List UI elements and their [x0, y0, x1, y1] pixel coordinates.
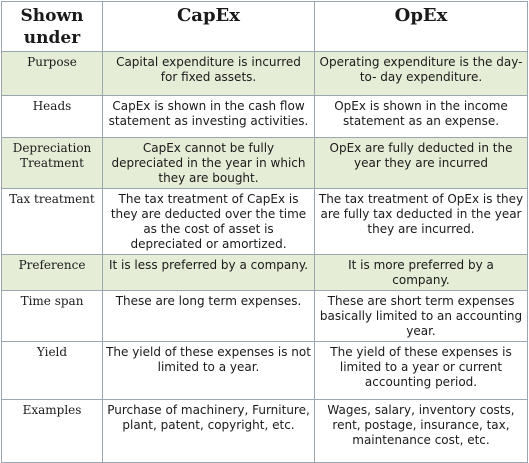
table-row-tax-treatment: Tax treatment The tax treatment of CapEx… — [1, 188, 528, 255]
capex-cell: These are long term expenses. — [102, 290, 315, 342]
capex-cell: Capital expenditure is incurred for fixe… — [102, 51, 315, 96]
table-row-preference: Preference It is less preferred by a com… — [1, 254, 528, 291]
opex-cell: OpEx are fully deducted in the year they… — [314, 137, 528, 189]
table-row-examples: Examples Purchase of machinery, Furnitur… — [1, 399, 528, 463]
capex-cell: The tax treatment of CapEx is they are d… — [102, 188, 315, 255]
row-label: Examples — [1, 399, 103, 463]
row-label: Preference — [1, 254, 103, 291]
table-row-depreciation-treatment: Depreciation Treatment CapEx cannot be f… — [1, 137, 528, 189]
opex-cell: The yield of these expenses is limited t… — [314, 341, 528, 400]
opex-cell: Wages, salary, inventory costs, rent, po… — [314, 399, 528, 463]
row-label: Tax treatment — [1, 188, 103, 255]
row-label: Yield — [1, 341, 103, 400]
opex-cell: Operating expenditure is the day- to- da… — [314, 51, 528, 96]
table-row-heads: Heads CapEx is shown in the cash flow st… — [1, 95, 528, 138]
header-capex: CapEx — [102, 1, 315, 52]
header-shown-under: Shown under — [1, 1, 103, 52]
table-header-row: Shown under CapEx OpEx — [1, 1, 528, 52]
opex-cell: It is more preferred by a company. — [314, 254, 528, 291]
row-label: Time span — [1, 290, 103, 342]
capex-cell: CapEx is shown in the cash flow statemen… — [102, 95, 315, 138]
table-row-purpose: Purpose Capital expenditure is incurred … — [1, 51, 528, 96]
opex-cell: The tax treatment of OpEx is they are fu… — [314, 188, 528, 255]
row-label: Depreciation Treatment — [1, 137, 103, 189]
table-row-yield: Yield The yield of these expenses is not… — [1, 341, 528, 400]
row-label: Heads — [1, 95, 103, 138]
capex-cell: It is less preferred by a company. — [102, 254, 315, 291]
capex-cell: Purchase of machinery, Furniture, plant,… — [102, 399, 315, 463]
row-label: Purpose — [1, 51, 103, 96]
header-opex: OpEx — [314, 1, 528, 52]
capex-cell: The yield of these expenses is not limit… — [102, 341, 315, 400]
capex-cell: CapEx cannot be fully depreciated in the… — [102, 137, 315, 189]
opex-cell: These are short term expenses basically … — [314, 290, 528, 342]
table-row-time-span: Time span These are long term expenses. … — [1, 290, 528, 342]
opex-cell: OpEx is shown in the income statement as… — [314, 95, 528, 138]
